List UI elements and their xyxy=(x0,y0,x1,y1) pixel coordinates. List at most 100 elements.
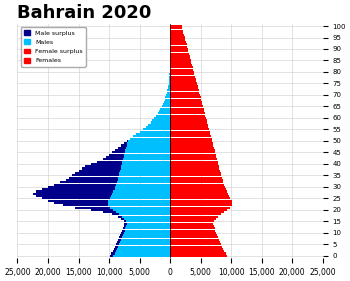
Bar xyxy=(170,53,189,55)
Bar xyxy=(110,197,170,200)
Bar xyxy=(170,195,229,197)
Bar xyxy=(158,112,170,114)
Bar xyxy=(116,243,119,245)
Bar xyxy=(136,133,170,135)
Bar xyxy=(170,128,209,130)
Bar xyxy=(119,174,170,176)
Bar xyxy=(170,89,199,91)
Bar xyxy=(124,154,170,156)
Bar xyxy=(170,105,203,107)
Bar xyxy=(63,204,108,206)
Bar xyxy=(121,218,124,220)
Bar xyxy=(115,246,118,248)
Bar xyxy=(111,195,170,197)
Bar xyxy=(127,142,170,144)
Bar xyxy=(127,140,128,142)
Bar xyxy=(112,193,170,195)
Bar xyxy=(97,160,122,163)
Bar xyxy=(170,191,227,192)
Bar xyxy=(170,213,221,216)
Bar xyxy=(85,165,121,167)
Bar xyxy=(42,197,110,200)
Bar xyxy=(170,170,220,172)
Bar xyxy=(113,250,116,252)
Bar xyxy=(170,46,187,48)
Bar xyxy=(170,204,232,206)
Bar xyxy=(121,144,127,147)
Bar xyxy=(170,37,185,38)
Bar xyxy=(161,105,170,107)
Bar xyxy=(109,154,124,156)
Bar xyxy=(110,207,170,209)
Bar xyxy=(124,232,170,234)
Bar xyxy=(121,165,170,167)
Bar xyxy=(170,174,221,176)
Bar xyxy=(118,246,170,248)
Bar xyxy=(108,202,170,204)
Bar xyxy=(36,191,113,192)
Bar xyxy=(91,163,122,165)
Bar xyxy=(66,179,118,181)
Bar xyxy=(170,255,227,257)
Bar xyxy=(113,191,170,192)
Bar xyxy=(170,124,208,126)
Bar xyxy=(169,78,170,80)
Bar xyxy=(33,193,112,195)
Bar xyxy=(170,121,207,124)
Bar xyxy=(170,236,218,239)
Bar xyxy=(170,149,215,151)
Bar xyxy=(116,183,170,186)
Bar xyxy=(170,64,192,66)
Bar xyxy=(36,195,111,197)
Bar xyxy=(169,80,170,82)
Bar xyxy=(142,128,170,130)
Bar xyxy=(170,253,226,255)
Bar xyxy=(118,216,122,218)
Bar xyxy=(170,71,194,73)
Bar xyxy=(114,188,170,190)
Bar xyxy=(170,223,214,225)
Bar xyxy=(170,167,219,169)
Bar xyxy=(72,174,119,176)
Bar xyxy=(108,204,170,206)
Bar xyxy=(123,227,126,229)
Bar xyxy=(170,186,225,188)
Bar xyxy=(170,94,200,96)
Bar xyxy=(170,188,226,190)
Bar xyxy=(170,87,198,89)
Bar xyxy=(119,236,122,239)
Bar xyxy=(170,76,195,78)
Bar xyxy=(170,165,219,167)
Bar xyxy=(170,156,216,158)
Bar xyxy=(170,119,206,121)
Bar xyxy=(113,255,170,257)
Bar xyxy=(120,234,123,236)
Bar xyxy=(78,170,120,172)
Bar xyxy=(170,80,196,82)
Bar xyxy=(154,117,170,119)
Bar xyxy=(170,82,197,85)
Bar xyxy=(170,101,202,103)
Bar xyxy=(69,177,118,179)
Bar xyxy=(146,126,170,128)
Bar xyxy=(170,144,214,147)
Bar xyxy=(150,121,170,124)
Bar xyxy=(42,188,114,190)
Bar xyxy=(127,223,170,225)
Bar xyxy=(170,92,199,94)
Bar xyxy=(170,197,230,200)
Bar xyxy=(167,89,170,91)
Bar xyxy=(120,241,170,243)
Text: Bahrain 2020: Bahrain 2020 xyxy=(18,4,152,22)
Bar xyxy=(54,202,108,204)
Bar xyxy=(170,138,211,140)
Bar xyxy=(113,209,170,211)
Bar xyxy=(159,110,170,112)
Bar xyxy=(124,142,127,144)
Bar xyxy=(119,243,170,245)
Bar xyxy=(122,163,170,165)
Bar xyxy=(103,211,116,213)
Bar xyxy=(114,253,170,255)
Bar xyxy=(116,250,170,252)
Bar xyxy=(170,207,230,209)
